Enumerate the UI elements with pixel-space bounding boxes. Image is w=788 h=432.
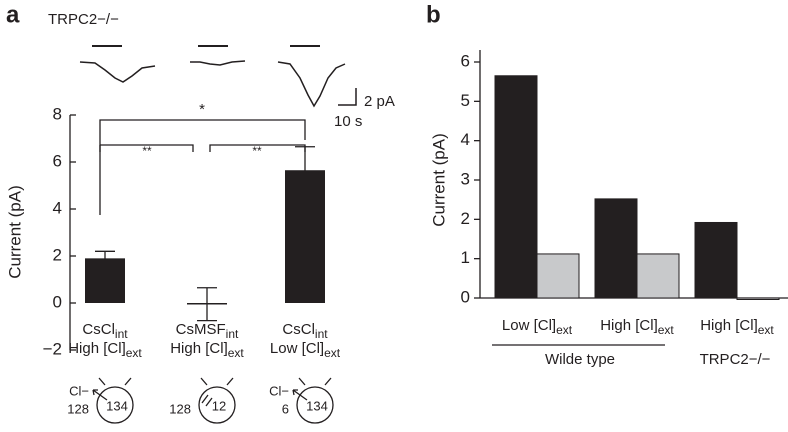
y-tick-label: −2 — [43, 339, 62, 358]
group-label: TRPC2−/− — [700, 351, 771, 368]
label-sub: ext — [556, 323, 573, 337]
label-sub: int — [315, 327, 328, 341]
label-main: CsCl — [82, 321, 115, 338]
conc-in: 12 — [212, 398, 226, 413]
cell — [198, 386, 236, 424]
category-label: CsClint — [82, 321, 128, 341]
label-main: High [Cl] — [170, 340, 228, 357]
category-label: High [Cl]ext — [170, 340, 244, 360]
category-label: CsMSFint — [176, 321, 239, 341]
y-tick-label: 0 — [461, 287, 470, 306]
label-sub: ext — [758, 323, 775, 337]
conc-in: 134 — [306, 398, 328, 413]
label-sub: ext — [228, 346, 245, 360]
block — [201, 394, 213, 407]
category-label: CsClint — [282, 321, 328, 341]
pipette — [200, 377, 234, 386]
bar — [594, 198, 638, 299]
label-sub: ext — [324, 346, 341, 360]
conc-out: 128 — [169, 401, 191, 416]
arrow — [92, 389, 108, 401]
bar — [285, 170, 325, 303]
y-tick-label: 0 — [53, 292, 62, 311]
category-label: High [Cl]ext — [700, 317, 774, 337]
label-main: High [Cl] — [600, 317, 658, 334]
scale-label: 10 s — [334, 113, 362, 130]
label-sub: ext — [126, 346, 143, 360]
category-label: Low [Cl]ext — [270, 340, 341, 360]
group-label: Wilde type — [545, 351, 615, 368]
y-tick-label: 3 — [461, 169, 470, 188]
label-main: High [Cl] — [700, 317, 758, 334]
y-tick-label: 2 — [53, 245, 62, 264]
y-tick-label: 8 — [53, 104, 62, 123]
trace-label: TRPC2−/− — [48, 11, 119, 28]
conc-out: 128 — [67, 401, 89, 416]
label-main: Low [Cl] — [502, 317, 556, 334]
bar — [636, 253, 680, 299]
y-tick-label: 6 — [53, 151, 62, 170]
scale-label: 2 pA — [364, 93, 395, 110]
traces — [79, 45, 665, 346]
y-tick-label: 4 — [461, 130, 470, 149]
significance: ** — [142, 144, 152, 158]
cell — [96, 386, 134, 424]
conc-in: 134 — [106, 398, 128, 413]
y-tick-label: 6 — [461, 51, 470, 70]
bar — [494, 75, 538, 299]
pipette — [298, 377, 332, 386]
category-label: Low [Cl]ext — [502, 317, 573, 337]
y-tick-label: 4 — [53, 198, 62, 217]
y-tick-label: 1 — [461, 248, 470, 267]
bar — [694, 221, 738, 299]
y-axis-label: Current (pA) — [429, 133, 448, 227]
y-tick-label: 2 — [461, 209, 470, 228]
pipette — [98, 377, 132, 386]
y-axis-label: Current (pA) — [5, 185, 24, 279]
label-main: Low [Cl] — [270, 340, 324, 357]
panel-letter: b — [426, 1, 441, 28]
ion: Cl− — [69, 383, 89, 398]
panel-letter: a — [6, 1, 20, 28]
arrow — [292, 389, 308, 401]
significance: ** — [252, 144, 262, 158]
ion: Cl− — [269, 383, 289, 398]
label-main: CsMSF — [176, 321, 226, 338]
label-main: CsCl — [282, 321, 315, 338]
bar — [536, 253, 580, 299]
conc-out: 6 — [282, 401, 289, 416]
label-main: High [Cl] — [68, 340, 126, 357]
bar — [85, 258, 125, 303]
label-sub: int — [115, 327, 128, 341]
label-sub: ext — [658, 323, 675, 337]
category-label: High [Cl]ext — [68, 340, 142, 360]
bar — [187, 303, 227, 305]
bar — [736, 297, 780, 300]
cell — [296, 386, 334, 424]
significance: * — [199, 101, 205, 118]
label-sub: int — [226, 327, 239, 341]
y-tick-label: 5 — [461, 91, 470, 110]
category-label: High [Cl]ext — [600, 317, 674, 337]
